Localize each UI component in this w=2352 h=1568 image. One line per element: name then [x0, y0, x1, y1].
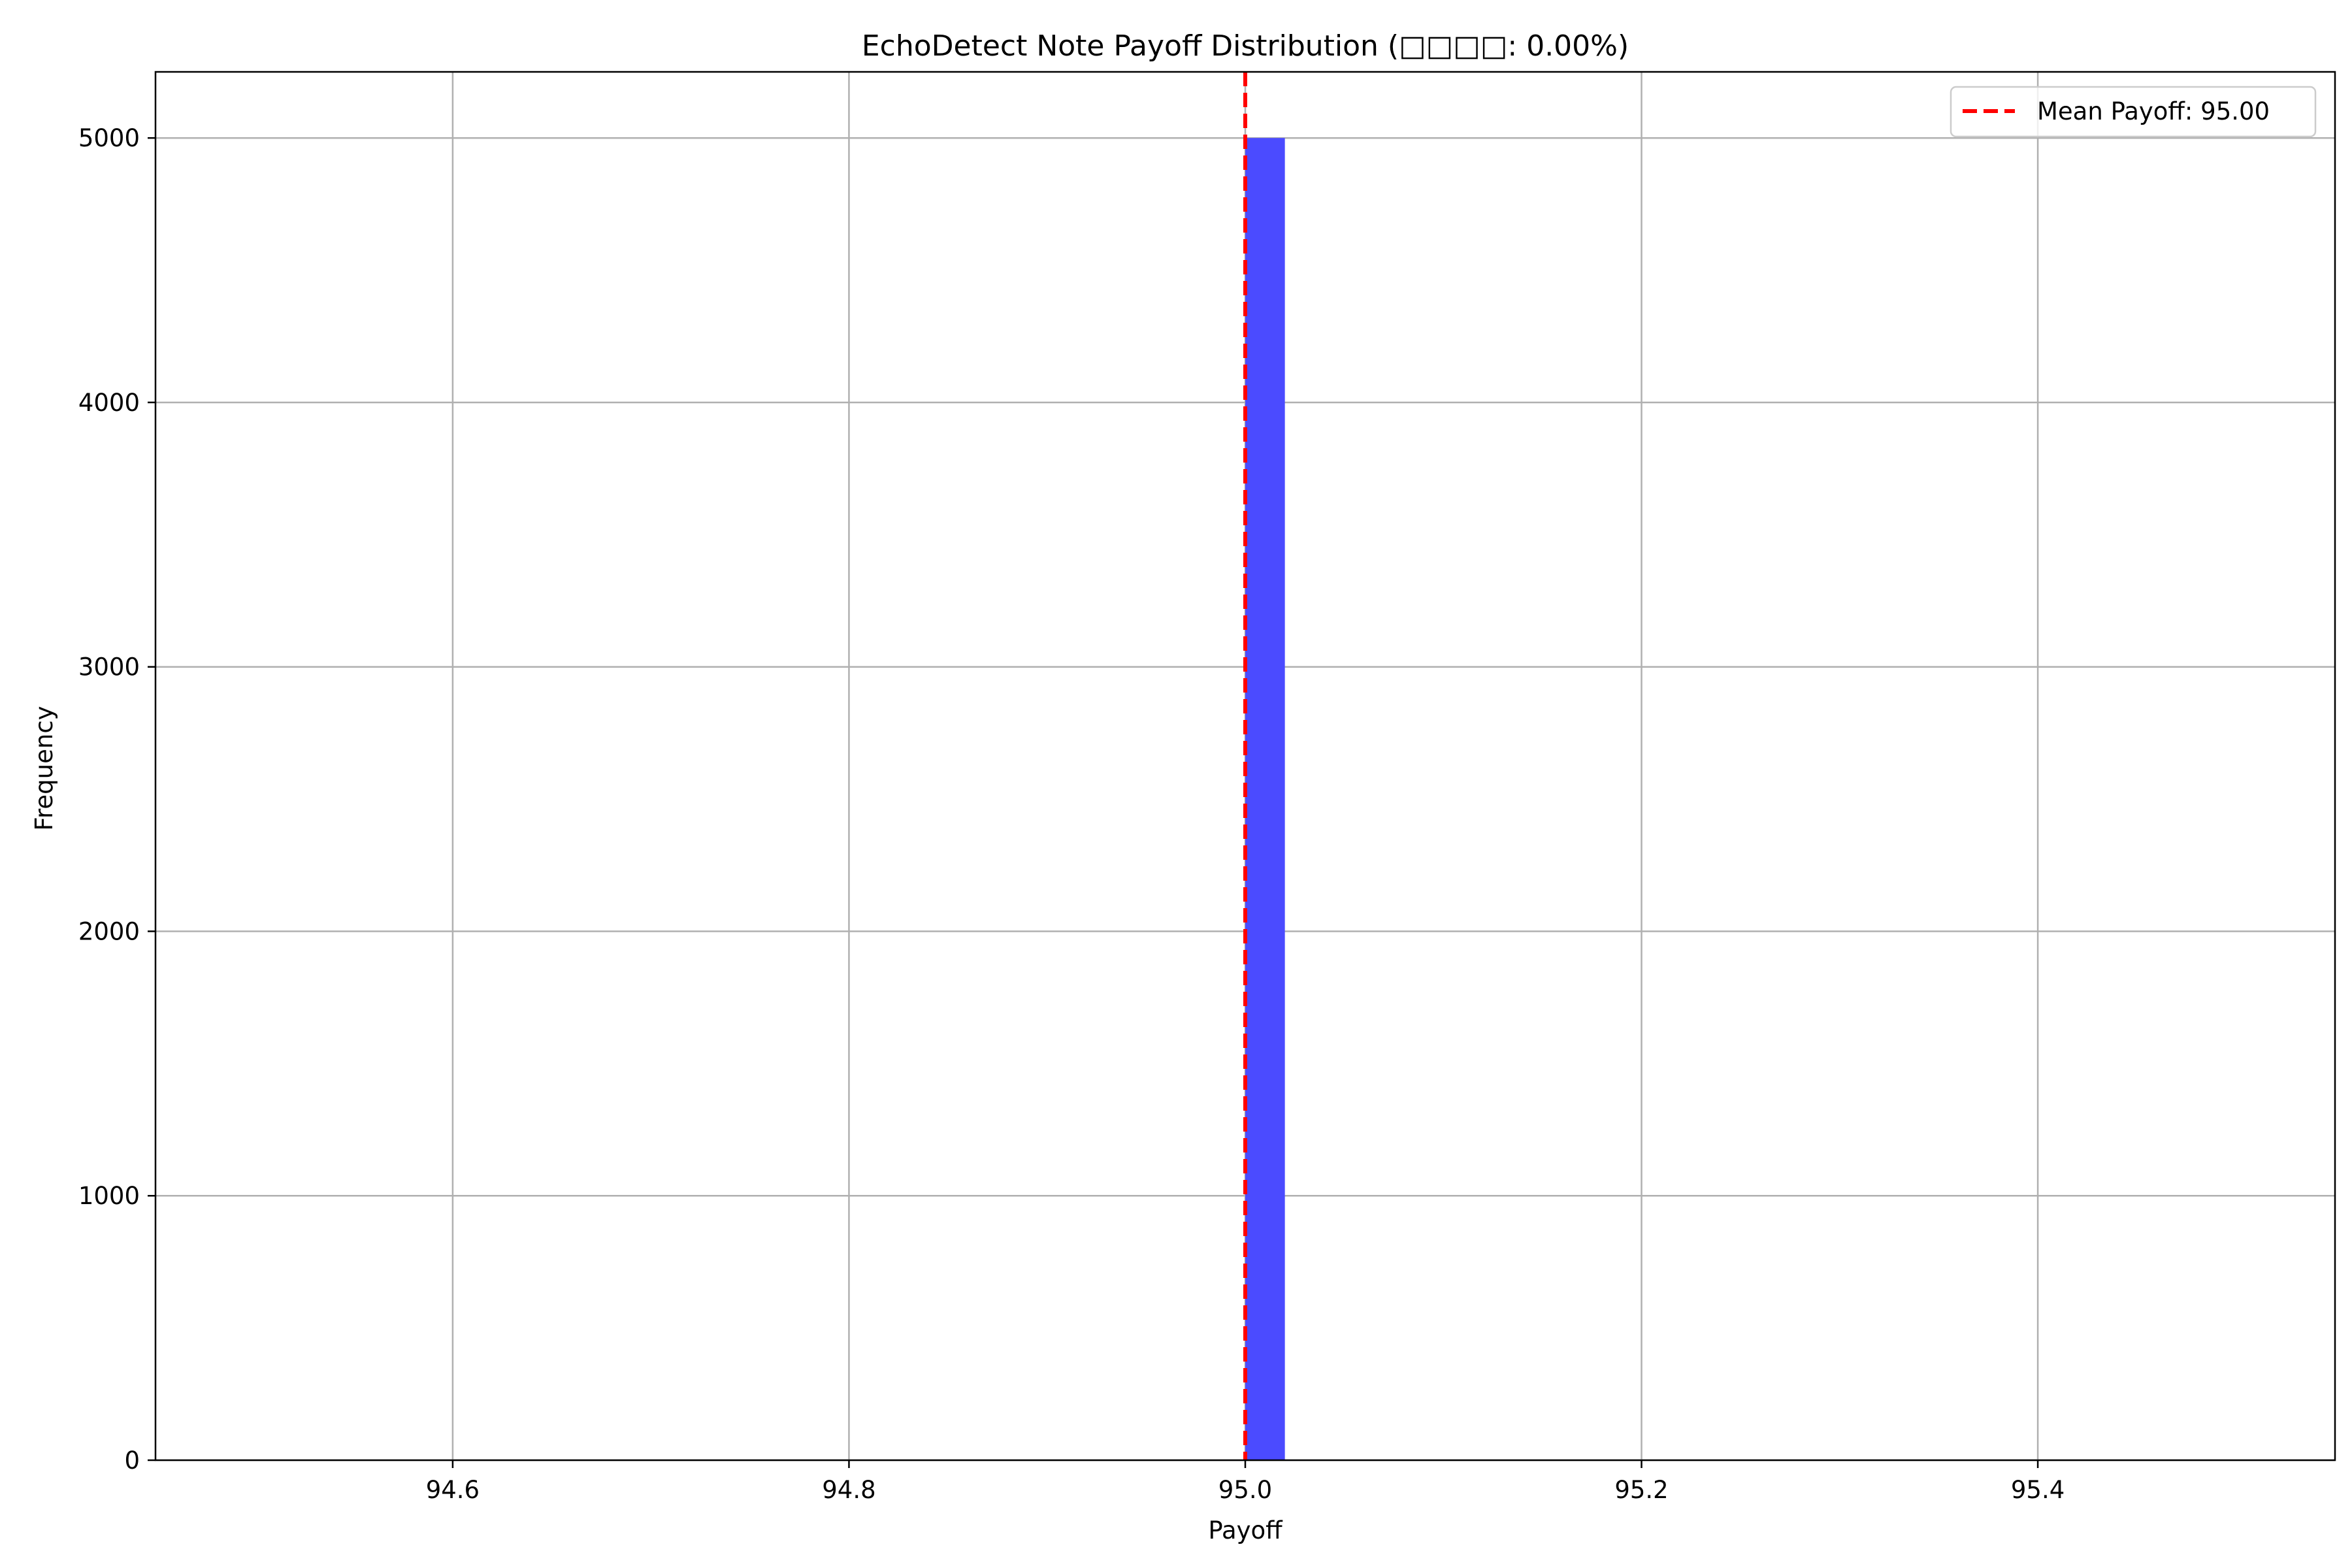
- x-tick-label: 95.0: [1218, 1476, 1272, 1504]
- y-axis-label: Frequency: [30, 706, 58, 830]
- plot-frame: [154, 71, 2336, 1462]
- chart-title: EchoDetect Note Payoff Distribution (□□□…: [862, 29, 1629, 63]
- y-tick-label: 5000: [78, 124, 140, 152]
- y-tick-label: 3000: [78, 653, 140, 681]
- x-axis-label: Payoff: [1208, 1516, 1283, 1544]
- tick-labels: 94.6 94.8 95.0 95.2 95.4 0 1000 2000 3000 4000 500…: [78, 124, 2065, 1504]
- x-tick-label: 94.6: [426, 1476, 480, 1504]
- y-tick-label: 0: [124, 1446, 140, 1475]
- legend-box: [1950, 86, 2317, 138]
- x-tick-label: 94.8: [822, 1476, 875, 1504]
- histogram-bar: [1245, 138, 1285, 1461]
- x-tick-label: 95.4: [2011, 1476, 2065, 1504]
- y-tick-label: 4000: [78, 389, 140, 417]
- axes: [148, 71, 2336, 1468]
- x-tick-label: 95.2: [1614, 1476, 1668, 1504]
- y-tick-label: 2000: [78, 917, 140, 945]
- legend-mean-label: Mean Payoff: 95.00: [2037, 97, 2270, 125]
- y-tick-label: 1000: [78, 1182, 140, 1210]
- legend: Mean Payoff: 95.00: [1950, 86, 2317, 138]
- histogram-bars: [1245, 138, 1285, 1461]
